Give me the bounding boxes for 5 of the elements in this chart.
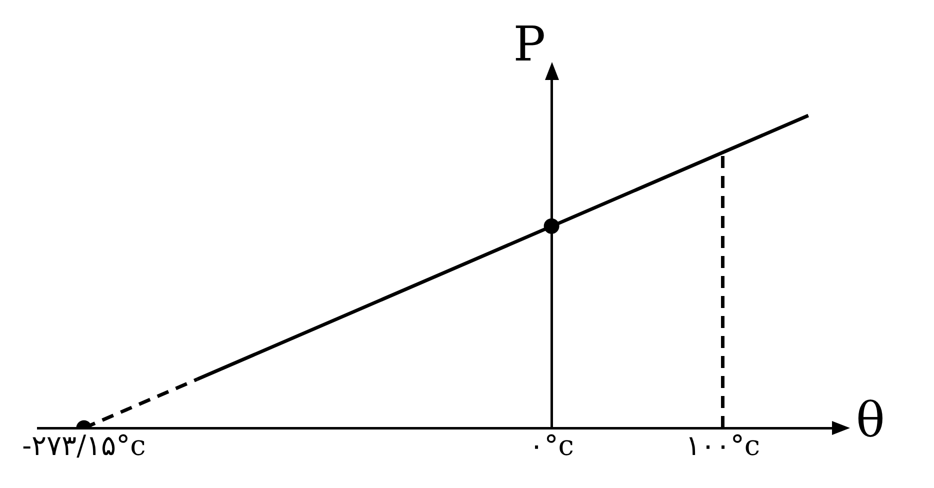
x-tick-label: -۲۷۳/۱۵°c [22,429,146,462]
x-axis-title: θ [856,392,885,448]
x-tick-label: ۱۰۰°c [685,429,760,462]
y-axis-title: P [513,16,546,72]
x-tick-label: ۰°c [529,429,574,462]
